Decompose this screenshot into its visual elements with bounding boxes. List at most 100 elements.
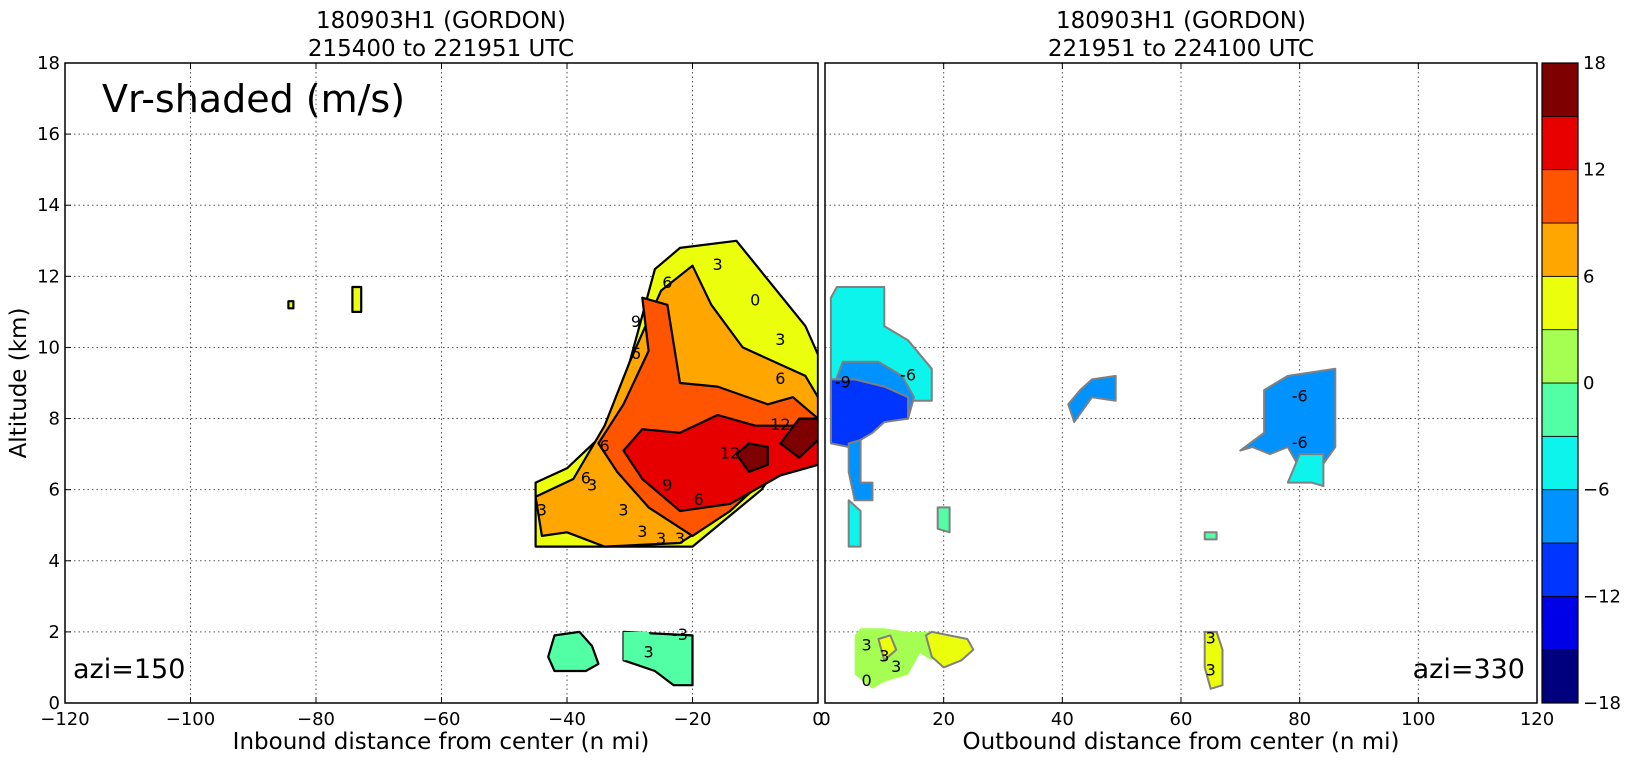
left-velocity-region xyxy=(779,417,818,459)
right-contour-label: 3 xyxy=(891,657,901,676)
left-x-tick-label: −80 xyxy=(297,709,335,730)
left-x-tick-label: −120 xyxy=(40,709,89,730)
colorbar-band xyxy=(1541,435,1579,491)
right-velocity-region xyxy=(847,499,862,548)
left-velocity-region xyxy=(547,630,600,673)
colorbar-band xyxy=(1541,62,1579,117)
left-contour-label: 3 xyxy=(537,501,547,520)
left-velocity-region xyxy=(735,442,769,473)
right-contour-label: -6 xyxy=(1292,433,1308,452)
y-tick-label: 0 xyxy=(49,693,60,714)
colorbar: −18 −12 −6 0 6 12 18 xyxy=(1541,53,1621,714)
left-contour-label: 3 xyxy=(775,330,785,349)
right-velocity-region xyxy=(936,506,951,534)
y-tick-label: 18 xyxy=(37,53,60,74)
right-velocity-region xyxy=(829,378,910,448)
y-tick-label: 6 xyxy=(49,480,60,501)
right-contour-label: -6 xyxy=(1292,387,1308,406)
left-contour-label: 3 xyxy=(643,643,653,662)
left-contour-label: 9 xyxy=(662,476,672,495)
left-contour-label: 6 xyxy=(600,437,610,456)
left-contour-label: 3 xyxy=(656,529,666,548)
colorbar-tick-label: 18 xyxy=(1583,53,1606,74)
left-contour-label: 6 xyxy=(662,273,672,292)
colorbar-tick-label: 0 xyxy=(1583,373,1594,394)
colorbar-tick-label: −12 xyxy=(1583,586,1621,607)
right-x-tick-label: 0 xyxy=(819,709,830,730)
colorbar-tick-label: −6 xyxy=(1583,480,1610,501)
y-tick-label: 16 xyxy=(37,124,60,145)
left-contour-label: 6 xyxy=(775,369,785,388)
left-contour-label: 9 xyxy=(631,312,641,331)
colorbar-tick-label: 6 xyxy=(1583,266,1594,287)
right-x-tick-label: 60 xyxy=(1170,709,1193,730)
colorbar-band xyxy=(1541,542,1579,597)
left-x-tick-label: −100 xyxy=(166,709,215,730)
y-tick-label: 14 xyxy=(37,195,60,216)
left-velocity-region xyxy=(622,413,818,513)
right-contour-label: -6 xyxy=(900,365,916,384)
right-contour-label: 3 xyxy=(1206,629,1216,648)
colorbar-band xyxy=(1541,382,1579,437)
right-contour-label: 3 xyxy=(861,636,871,655)
left-contour-label: 3 xyxy=(675,529,685,548)
left-velocity-region xyxy=(351,285,363,313)
left-contour-label: 3 xyxy=(713,255,723,274)
right-velocity-region xyxy=(1067,374,1117,424)
y-tick-label: 4 xyxy=(49,551,60,572)
colorbar-frame xyxy=(1541,62,1579,704)
right-contour-label: 0 xyxy=(861,671,871,690)
left-contour-label: 3 xyxy=(618,501,628,520)
colorbar-band xyxy=(1541,222,1579,277)
shading-annotation: Vr-shaded (m/s) xyxy=(102,77,405,121)
left-x-ticks: −120 −100 −80 −60 −40 −20 0 xyxy=(40,63,824,730)
colorbar-band xyxy=(1541,489,1579,544)
colorbar-tick-label: −18 xyxy=(1583,693,1621,714)
colorbar-band xyxy=(1541,115,1579,171)
colorbar-band xyxy=(1541,595,1579,651)
right-velocity-region xyxy=(877,634,898,662)
y-tick-label: 8 xyxy=(49,409,60,430)
right-velocity-region xyxy=(847,438,874,502)
left-title-line2: 215400 to 221951 UTC xyxy=(308,36,574,62)
left-title-line1: 180903H1 (GORDON) xyxy=(316,8,566,34)
right-velocity-region xyxy=(1286,453,1325,488)
right-x-tick-label: 20 xyxy=(932,709,955,730)
right-x-tick-label: 80 xyxy=(1288,709,1311,730)
left-contour-label: 6 xyxy=(694,490,704,509)
right-x-tick-label: 120 xyxy=(1520,709,1554,730)
left-contour-label: 3 xyxy=(637,522,647,541)
right-x-tick-label: 100 xyxy=(1401,709,1435,730)
right-title-line2: 221951 to 224100 UTC xyxy=(1048,36,1314,62)
y-tick-label: 10 xyxy=(37,337,60,358)
left-x-tick-label: −60 xyxy=(423,709,461,730)
left-y-ticks: 0 2 4 6 8 10 12 14 16 18 xyxy=(37,53,71,714)
right-title-line1: 180903H1 (GORDON) xyxy=(1056,8,1306,34)
y-axis-label: Altitude (km) xyxy=(6,308,32,459)
left-x-tick-label: 0 xyxy=(812,709,823,730)
y-tick-label: 12 xyxy=(37,266,60,287)
right-contour-label: -9 xyxy=(835,373,851,392)
right-velocity-region xyxy=(1239,367,1337,473)
left-velocity-region xyxy=(287,300,295,310)
colorbar-bands xyxy=(1541,62,1579,704)
right-velocity-region xyxy=(1203,630,1224,690)
right-velocity-region xyxy=(924,630,975,669)
left-contour-label: 12 xyxy=(770,415,790,434)
right-velocity-region xyxy=(854,628,944,689)
right-velocity-shading xyxy=(829,286,1337,690)
colorbar-band xyxy=(1541,275,1579,331)
right-x-tick-label: 40 xyxy=(1051,709,1074,730)
colorbar-tick-label: 12 xyxy=(1583,160,1606,181)
left-velocity-shading xyxy=(287,239,818,687)
colorbar-band xyxy=(1541,649,1579,704)
right-x-ticks: 0 20 40 60 80 100 120 xyxy=(819,63,1554,730)
left-x-tick-label: −40 xyxy=(548,709,586,730)
colorbar-ticks: −18 −12 −6 0 6 12 18 xyxy=(1583,53,1621,714)
right-velocity-region xyxy=(1203,531,1218,541)
left-velocity-region xyxy=(623,631,655,661)
